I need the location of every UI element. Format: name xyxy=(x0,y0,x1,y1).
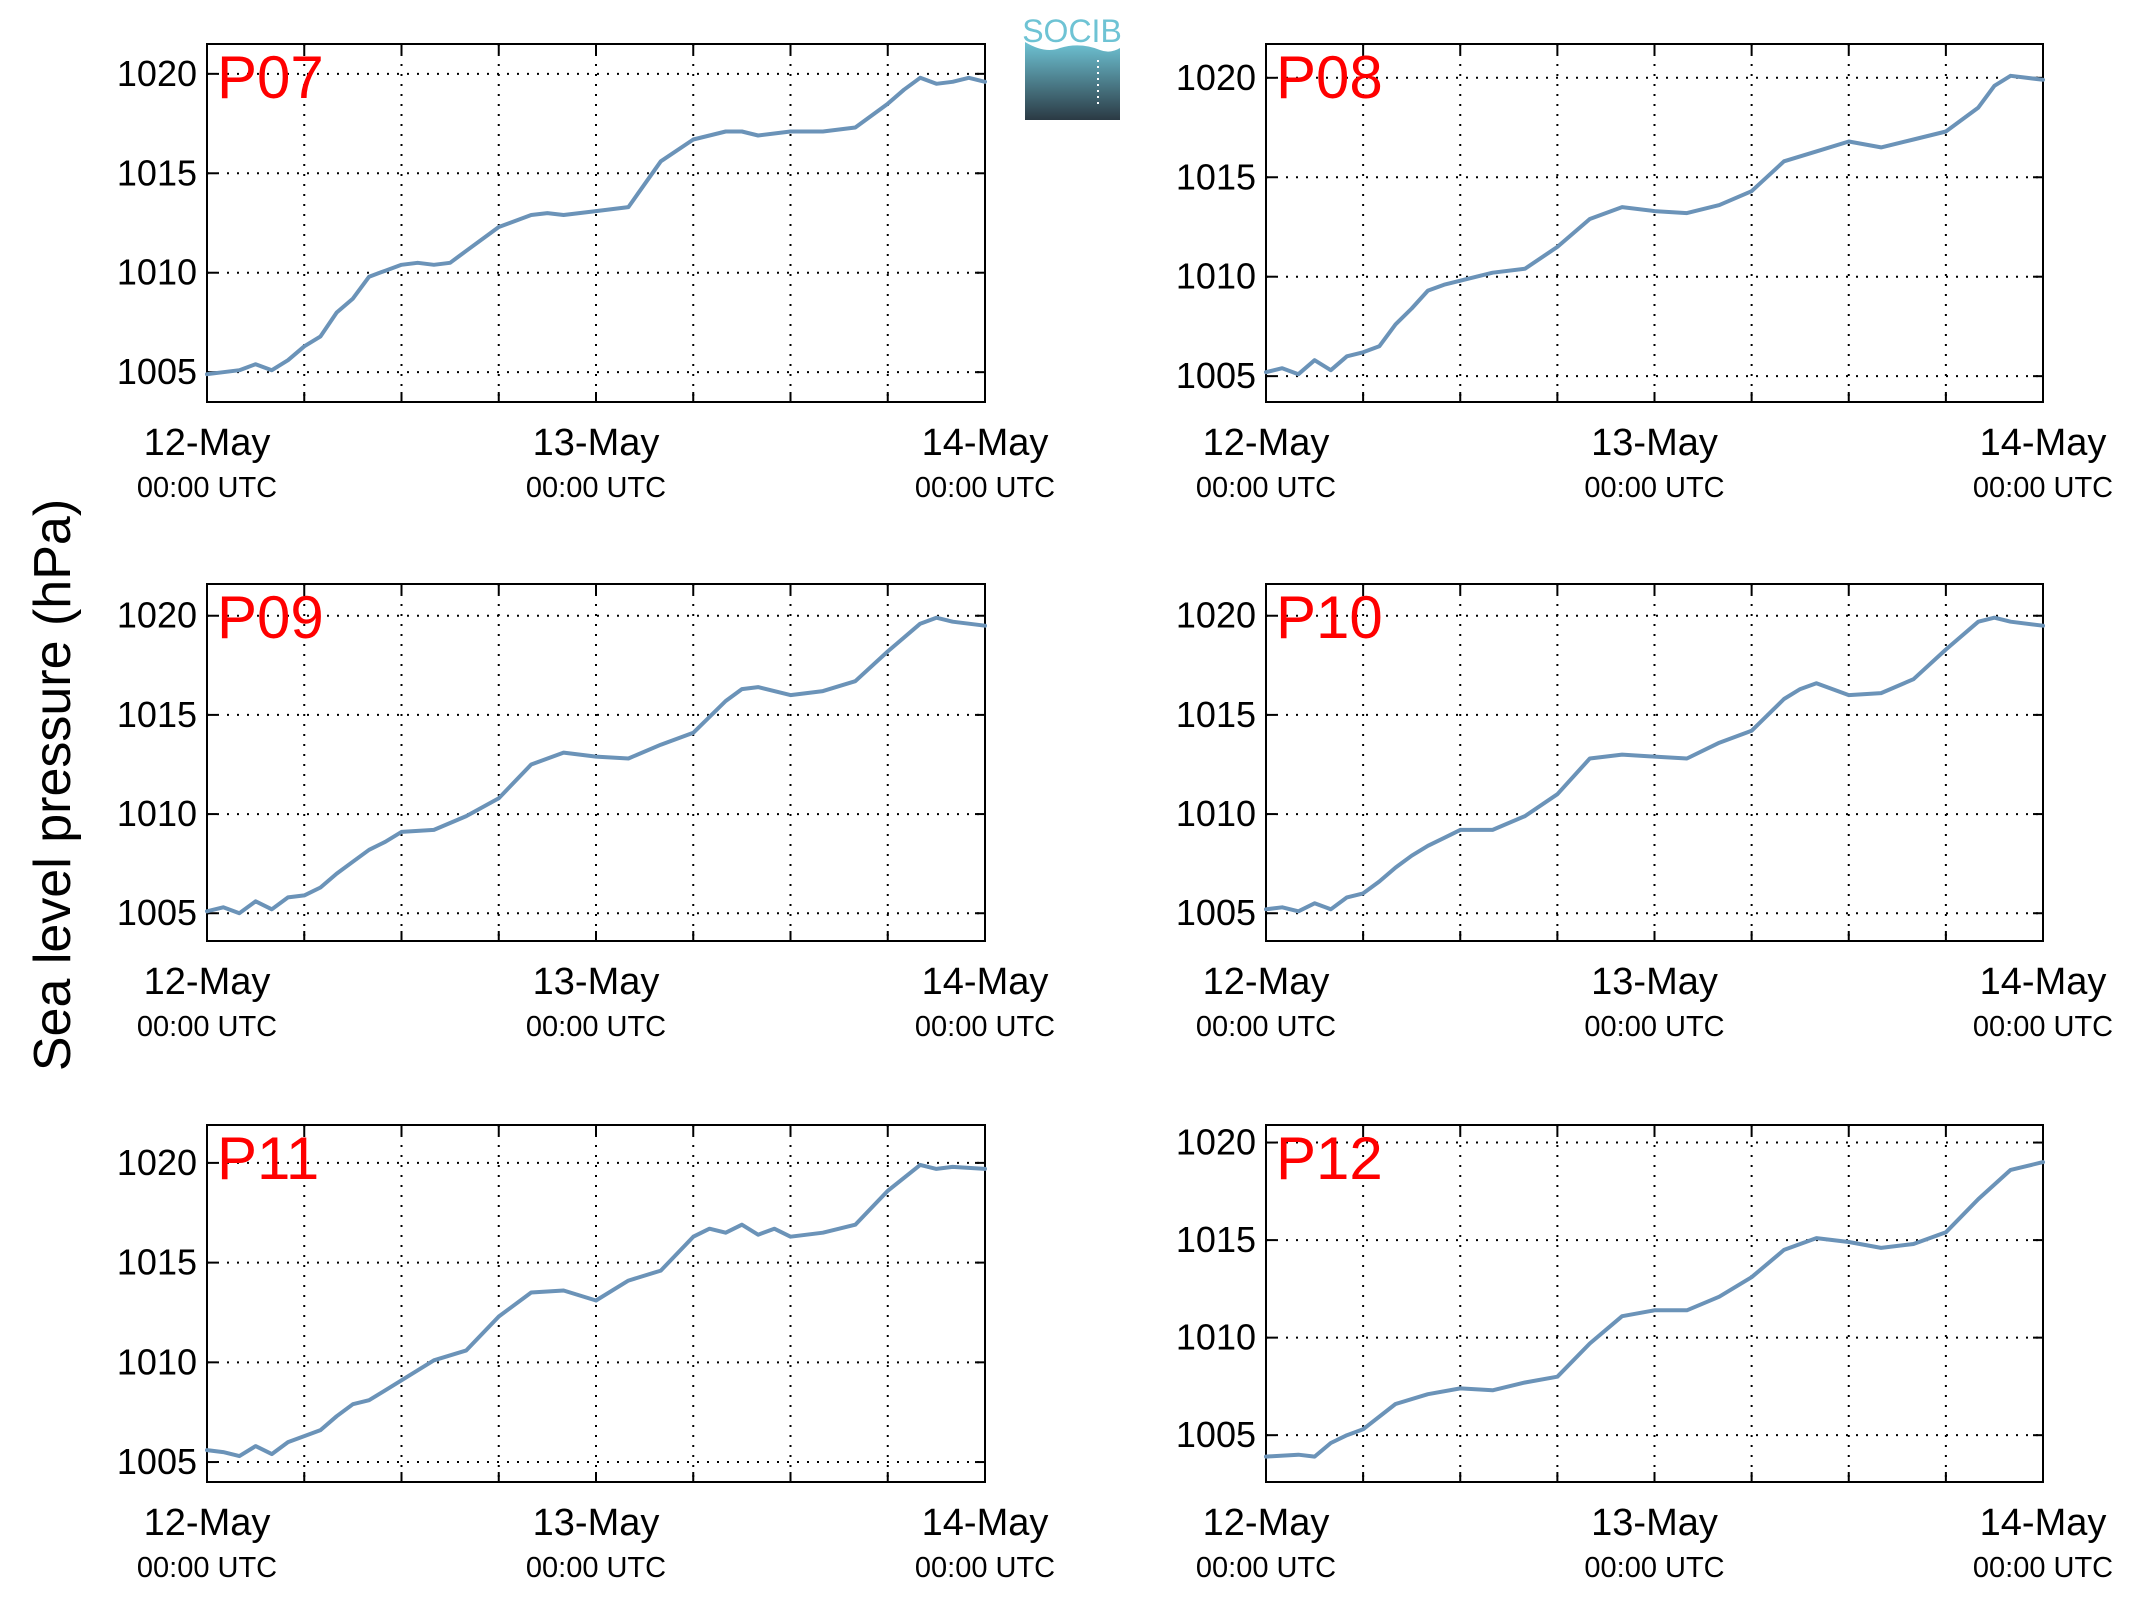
y-tick-label: 1015 xyxy=(117,694,197,735)
y-tick-label: 1005 xyxy=(117,892,197,933)
x-tick-label: 14-May xyxy=(1980,422,2107,464)
y-tick-label: 1010 xyxy=(1176,1317,1256,1358)
panel-label: P12 xyxy=(1276,1125,1383,1192)
x-tick-label: 14-May xyxy=(1980,961,2107,1003)
logo-text: SOCIB xyxy=(1022,13,1122,49)
x-tick-sublabel: 00:00 UTC xyxy=(1973,1552,2113,1584)
panel-p08: 1005 1010 1015 1020 12-May 00:00 UTC 13-May 00:… xyxy=(1176,43,2113,504)
logo-wave-block xyxy=(1025,42,1120,120)
y-axis-label: Sea level pressure (hPa) xyxy=(24,499,82,1071)
x-tick-label: 12-May xyxy=(1203,1502,1330,1544)
x-tick-sublabel: 00:00 UTC xyxy=(526,1011,666,1043)
panel-label: P08 xyxy=(1276,44,1383,111)
y-tick-label: 1005 xyxy=(1176,892,1256,933)
x-tick-label: 12-May xyxy=(144,422,271,464)
series-line xyxy=(205,75,987,377)
axes-frame xyxy=(1265,1124,2044,1483)
x-tick-label: 12-May xyxy=(1203,422,1330,464)
y-tick-label: 1005 xyxy=(1176,355,1256,396)
x-tick-sublabel: 00:00 UTC xyxy=(915,1552,1055,1584)
y-tick-label: 1015 xyxy=(1176,156,1256,197)
x-tick-sublabel: 00:00 UTC xyxy=(526,1552,666,1584)
panel-label: P07 xyxy=(217,44,324,111)
x-tick-sublabel: 00:00 UTC xyxy=(915,472,1055,504)
x-tick-sublabel: 00:00 UTC xyxy=(1973,472,2113,504)
x-tick-label: 14-May xyxy=(922,961,1049,1003)
x-tick-label: 14-May xyxy=(922,422,1049,464)
x-tick-label: 12-May xyxy=(144,961,271,1003)
axes-frame xyxy=(1265,43,2044,403)
y-tick-label: 1015 xyxy=(117,152,197,193)
panel-p07: 1005 1010 1015 1020 12-May 00:00 UTC 13-May 00:… xyxy=(117,43,1055,504)
x-tick-label: 13-May xyxy=(1591,961,1718,1003)
y-tick-label: 1010 xyxy=(1176,793,1256,834)
x-tick-sublabel: 00:00 UTC xyxy=(137,1552,277,1584)
y-tick-label: 1015 xyxy=(1176,694,1256,735)
panel-p11: 1005 1010 1015 1020 12-May 00:00 UTC 13-May 00:… xyxy=(117,1124,1055,1584)
x-tick-sublabel: 00:00 UTC xyxy=(1584,1011,1724,1043)
y-tick-label: 1020 xyxy=(1176,57,1256,98)
y-tick-label: 1015 xyxy=(117,1242,197,1283)
x-tick-sublabel: 00:00 UTC xyxy=(1973,1011,2113,1043)
y-tick-label: 1010 xyxy=(117,1341,197,1382)
panel-label: P10 xyxy=(1276,584,1383,651)
y-tick-label: 1020 xyxy=(117,595,197,636)
panels: 1005 1010 1015 1020 12-May 00:00 UTC 13-May 00:… xyxy=(117,43,2113,1584)
y-tick-label: 1020 xyxy=(117,1142,197,1183)
x-tick-sublabel: 00:00 UTC xyxy=(137,1011,277,1043)
y-tick-label: 1020 xyxy=(117,53,197,94)
x-tick-sublabel: 00:00 UTC xyxy=(526,472,666,504)
y-tick-label: 1015 xyxy=(1176,1219,1256,1260)
x-tick-sublabel: 00:00 UTC xyxy=(1584,472,1724,504)
axes-frame xyxy=(206,43,986,403)
x-tick-sublabel: 00:00 UTC xyxy=(1196,1011,1336,1043)
x-tick-sublabel: 00:00 UTC xyxy=(1584,1552,1724,1584)
y-tick-label: 1010 xyxy=(1176,256,1256,297)
y-tick-label: 1005 xyxy=(117,351,197,392)
x-tick-sublabel: 00:00 UTC xyxy=(1196,1552,1336,1584)
series-line xyxy=(1264,73,2045,377)
x-tick-label: 12-May xyxy=(1203,961,1330,1003)
panel-p12: 1005 1010 1015 1020 12-May 00:00 UTC 13-May 00:… xyxy=(1176,1122,2113,1584)
panel-p10: 1005 1010 1015 1020 12-May 00:00 UTC 13-May 00:… xyxy=(1176,583,2113,1043)
x-tick-label: 13-May xyxy=(1591,422,1718,464)
axes-frame xyxy=(1265,583,2044,942)
y-tick-label: 1010 xyxy=(117,252,197,293)
y-tick-label: 1005 xyxy=(1176,1414,1256,1455)
panel-label: P09 xyxy=(217,584,324,651)
x-tick-label: 14-May xyxy=(922,1502,1049,1544)
x-tick-label: 13-May xyxy=(533,422,660,464)
axes-frame xyxy=(206,1124,986,1483)
series-line xyxy=(205,615,987,916)
y-tick-label: 1005 xyxy=(117,1441,197,1482)
x-tick-sublabel: 00:00 UTC xyxy=(137,472,277,504)
x-tick-label: 13-May xyxy=(533,961,660,1003)
x-tick-label: 13-May xyxy=(1591,1502,1718,1544)
series-line xyxy=(1264,1160,2045,1459)
x-tick-label: 13-May xyxy=(533,1502,660,1544)
x-tick-sublabel: 00:00 UTC xyxy=(1196,472,1336,504)
x-tick-label: 14-May xyxy=(1980,1502,2107,1544)
x-tick-sublabel: 00:00 UTC xyxy=(915,1011,1055,1043)
series-line xyxy=(1264,615,2045,914)
y-tick-label: 1010 xyxy=(117,793,197,834)
socib-logo: SOCIB xyxy=(1022,13,1122,120)
series-line xyxy=(205,1162,987,1459)
panel-p09: 1005 1010 1015 1020 12-May 00:00 UTC 13-May 00:… xyxy=(117,583,1055,1043)
y-tick-label: 1020 xyxy=(1176,595,1256,636)
y-tick-label: 1020 xyxy=(1176,1122,1256,1163)
panel-label: P11 xyxy=(217,1125,319,1192)
axes-frame xyxy=(206,583,986,942)
x-tick-label: 12-May xyxy=(144,1502,271,1544)
